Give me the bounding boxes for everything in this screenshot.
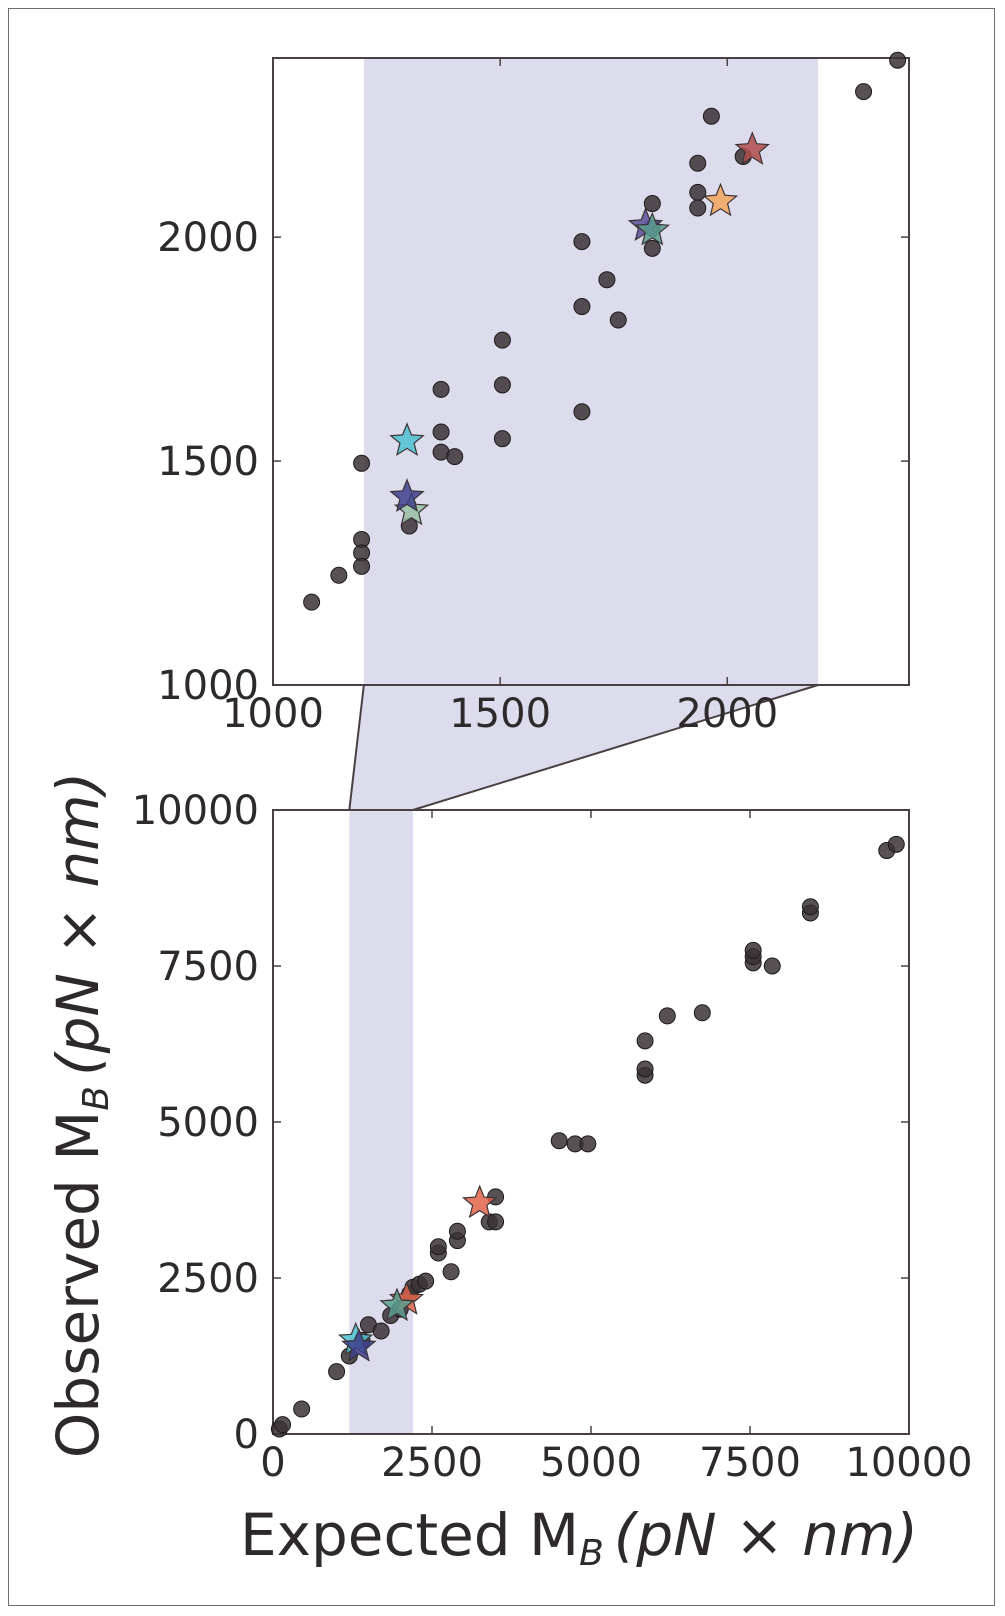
inset-star-point [702, 182, 739, 217]
main-point [579, 1135, 597, 1153]
main-point [487, 1213, 505, 1231]
main-xtick-label: 5000 [540, 1440, 642, 1486]
main-point [550, 1132, 568, 1150]
inset-xtick-label: 1500 [449, 691, 551, 737]
inset-point [493, 376, 511, 394]
inset-xtick-label: 2000 [676, 691, 778, 737]
main-ytick-label: 2500 [157, 1256, 259, 1302]
x-axis-label-sub: B [579, 1533, 604, 1574]
main-point [887, 835, 905, 853]
inset-plot: 1000 1500 2000 1000 1500 2000 [157, 51, 910, 737]
inset-point [702, 107, 720, 125]
main-ytick-label: 0 [234, 1412, 259, 1458]
inset-ytick-label: 1500 [157, 439, 259, 485]
main-star-point [379, 1287, 415, 1322]
inset-point [303, 593, 321, 611]
inset-star-point [389, 478, 425, 513]
main-point [274, 1416, 292, 1434]
inset-ytick-label: 2000 [157, 215, 259, 261]
main-xtick-label: 2500 [381, 1440, 483, 1486]
inset-point [643, 239, 661, 257]
inset-ytick-label: 1000 [157, 663, 259, 709]
main-star-point [461, 1184, 498, 1219]
inset-point [573, 298, 591, 316]
inset-point [446, 448, 464, 466]
inset-point [573, 403, 591, 421]
main-plot: 0 2500 5000 7500 10000 0 2500 5000 7500 10000 [132, 788, 973, 1486]
inset-point [643, 195, 661, 213]
main-point [442, 1263, 460, 1281]
y-axis-label-prefix: Observed M [44, 1111, 112, 1459]
inset-point [598, 271, 616, 289]
inset-point [609, 311, 627, 329]
main-point [328, 1363, 346, 1381]
main-point [744, 941, 762, 959]
inset-point [855, 83, 873, 101]
inset-xtick-label: 1000 [222, 691, 324, 737]
inset-point [889, 51, 907, 69]
zoom-connector [348, 684, 819, 811]
inset-point [353, 557, 371, 575]
zoom-connector-left-line [348, 684, 365, 811]
main-xtick-label: 7500 [699, 1440, 801, 1486]
main-point [658, 1007, 676, 1025]
main-xtick-label: 10000 [845, 1440, 972, 1486]
zoom-connector-right-line [412, 684, 819, 811]
y-axis-label-sub: B [76, 1086, 117, 1111]
y-axis-label-units: (pN × nm) [44, 772, 112, 1076]
inset-point [493, 331, 511, 349]
inset-axes-frame [272, 57, 910, 686]
inset-point [432, 423, 450, 441]
inset-star-point [734, 131, 770, 165]
main-ytick-label: 5000 [157, 1100, 259, 1146]
main-point [417, 1272, 435, 1290]
inset-point [353, 454, 371, 472]
inset-point [689, 199, 707, 217]
main-point [693, 1004, 711, 1022]
inset-point [573, 233, 591, 251]
inset-point [493, 430, 511, 448]
main-point [372, 1322, 390, 1340]
y-axis-label: Observed MB (pN × nm) [44, 772, 117, 1458]
main-ytick-label: 10000 [132, 788, 259, 834]
inset-star-point [389, 422, 425, 457]
main-point [448, 1222, 466, 1240]
x-axis-label-units: (pN × nm) [614, 1501, 918, 1569]
main-xtick-label: 0 [260, 1440, 285, 1486]
inset-point [689, 154, 707, 172]
zoom-connector-fill [349, 685, 819, 810]
inset-point [689, 183, 707, 201]
main-point [636, 1060, 654, 1078]
main-star-point [341, 1327, 377, 1362]
inset-point [432, 380, 450, 398]
main-ytick-label: 7500 [157, 944, 259, 990]
main-point [293, 1400, 311, 1418]
main-point [801, 898, 819, 916]
inset-star-point [634, 211, 671, 246]
x-axis-label: Expected MB (pN × nm) [240, 1501, 918, 1574]
main-point [763, 957, 781, 975]
main-point [636, 1032, 654, 1050]
inset-point [330, 566, 348, 584]
main-point [429, 1238, 447, 1256]
x-axis-label-prefix: Expected M [240, 1501, 579, 1569]
